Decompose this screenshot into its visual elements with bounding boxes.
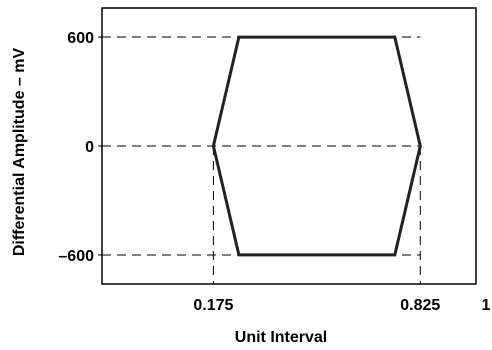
y-tick-label-1: 0	[85, 139, 94, 156]
x-tick-label-2: 1	[482, 297, 491, 314]
y-tick-label-0: 600	[67, 30, 94, 47]
x-tick-label-0: 0.175	[193, 297, 233, 314]
dashed-guide-lines	[102, 36, 421, 284]
x-tick-labels: 0.175 0.825 1	[193, 297, 490, 314]
x-axis-title: Unit Interval	[235, 329, 327, 346]
x-tick-label-1: 0.825	[400, 297, 440, 314]
y-tick-label-2: –600	[58, 248, 94, 265]
eye-mask-series	[211, 35, 422, 257]
eye-mask-outline-0	[211, 35, 422, 257]
y-tick-labels: 600 0 –600	[58, 30, 102, 265]
y-axis-title: Differential Amplitude – mV	[11, 48, 28, 257]
